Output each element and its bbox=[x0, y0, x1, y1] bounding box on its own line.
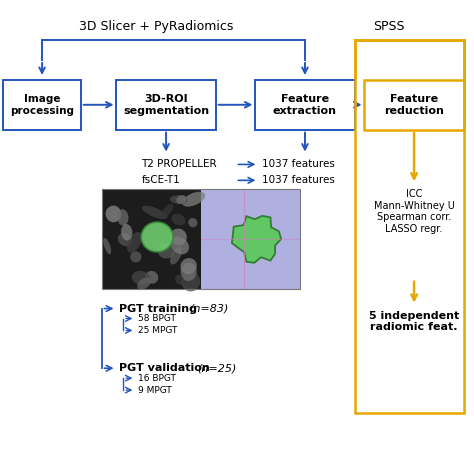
Text: 25 MPGT: 25 MPGT bbox=[138, 326, 178, 335]
Text: 1037 features: 1037 features bbox=[262, 175, 335, 185]
FancyBboxPatch shape bbox=[365, 80, 464, 129]
Ellipse shape bbox=[170, 228, 187, 246]
FancyBboxPatch shape bbox=[255, 80, 355, 129]
FancyBboxPatch shape bbox=[3, 80, 81, 129]
Ellipse shape bbox=[137, 278, 151, 290]
Text: ICC
Mann-Whitney U
Spearman corr.
LASSO regr.: ICC Mann-Whitney U Spearman corr. LASSO … bbox=[374, 189, 455, 234]
Bar bbox=[101, 189, 300, 289]
Text: 9 MPGT: 9 MPGT bbox=[138, 385, 172, 394]
Ellipse shape bbox=[103, 238, 111, 254]
Ellipse shape bbox=[127, 232, 142, 253]
Bar bbox=[101, 189, 201, 289]
Ellipse shape bbox=[130, 251, 141, 263]
Text: PGT validation: PGT validation bbox=[119, 363, 214, 373]
FancyBboxPatch shape bbox=[117, 80, 216, 129]
Ellipse shape bbox=[172, 214, 185, 226]
Ellipse shape bbox=[181, 272, 200, 292]
Ellipse shape bbox=[157, 243, 174, 258]
Ellipse shape bbox=[132, 271, 150, 285]
Text: 58 BPGT: 58 BPGT bbox=[138, 314, 176, 323]
Ellipse shape bbox=[171, 237, 189, 255]
Text: 3D Slicer + PyRadiomics: 3D Slicer + PyRadiomics bbox=[79, 20, 233, 33]
Polygon shape bbox=[232, 216, 281, 263]
Bar bbox=[201, 189, 300, 289]
Text: T2 PROPELLER: T2 PROPELLER bbox=[141, 159, 217, 169]
Text: 3D-ROI
segmentation: 3D-ROI segmentation bbox=[123, 94, 209, 116]
Text: 16 BPGT: 16 BPGT bbox=[138, 374, 176, 383]
Ellipse shape bbox=[117, 209, 128, 226]
Text: 1037 features: 1037 features bbox=[262, 159, 335, 169]
Ellipse shape bbox=[188, 218, 198, 228]
Text: fsCE-T1: fsCE-T1 bbox=[141, 175, 180, 185]
Text: (n=83): (n=83) bbox=[189, 303, 228, 314]
Text: (n=25): (n=25) bbox=[197, 363, 236, 373]
Text: Image
processing: Image processing bbox=[10, 94, 74, 116]
Ellipse shape bbox=[181, 258, 197, 274]
Ellipse shape bbox=[176, 195, 186, 204]
Text: 5 independent
radiomic feat.: 5 independent radiomic feat. bbox=[369, 310, 459, 332]
Ellipse shape bbox=[141, 222, 173, 252]
Ellipse shape bbox=[170, 247, 182, 264]
Ellipse shape bbox=[118, 233, 132, 246]
Ellipse shape bbox=[146, 271, 158, 283]
Ellipse shape bbox=[181, 263, 197, 281]
Ellipse shape bbox=[106, 206, 121, 222]
Text: Feature
extraction: Feature extraction bbox=[273, 94, 337, 116]
Ellipse shape bbox=[182, 192, 205, 207]
Text: SPSS: SPSS bbox=[374, 20, 405, 33]
Text: PGT training: PGT training bbox=[119, 303, 201, 314]
Ellipse shape bbox=[160, 204, 173, 219]
Ellipse shape bbox=[142, 206, 167, 219]
Ellipse shape bbox=[170, 195, 188, 204]
Ellipse shape bbox=[175, 275, 184, 285]
Text: Feature
reduction: Feature reduction bbox=[384, 94, 444, 116]
Ellipse shape bbox=[121, 224, 132, 241]
